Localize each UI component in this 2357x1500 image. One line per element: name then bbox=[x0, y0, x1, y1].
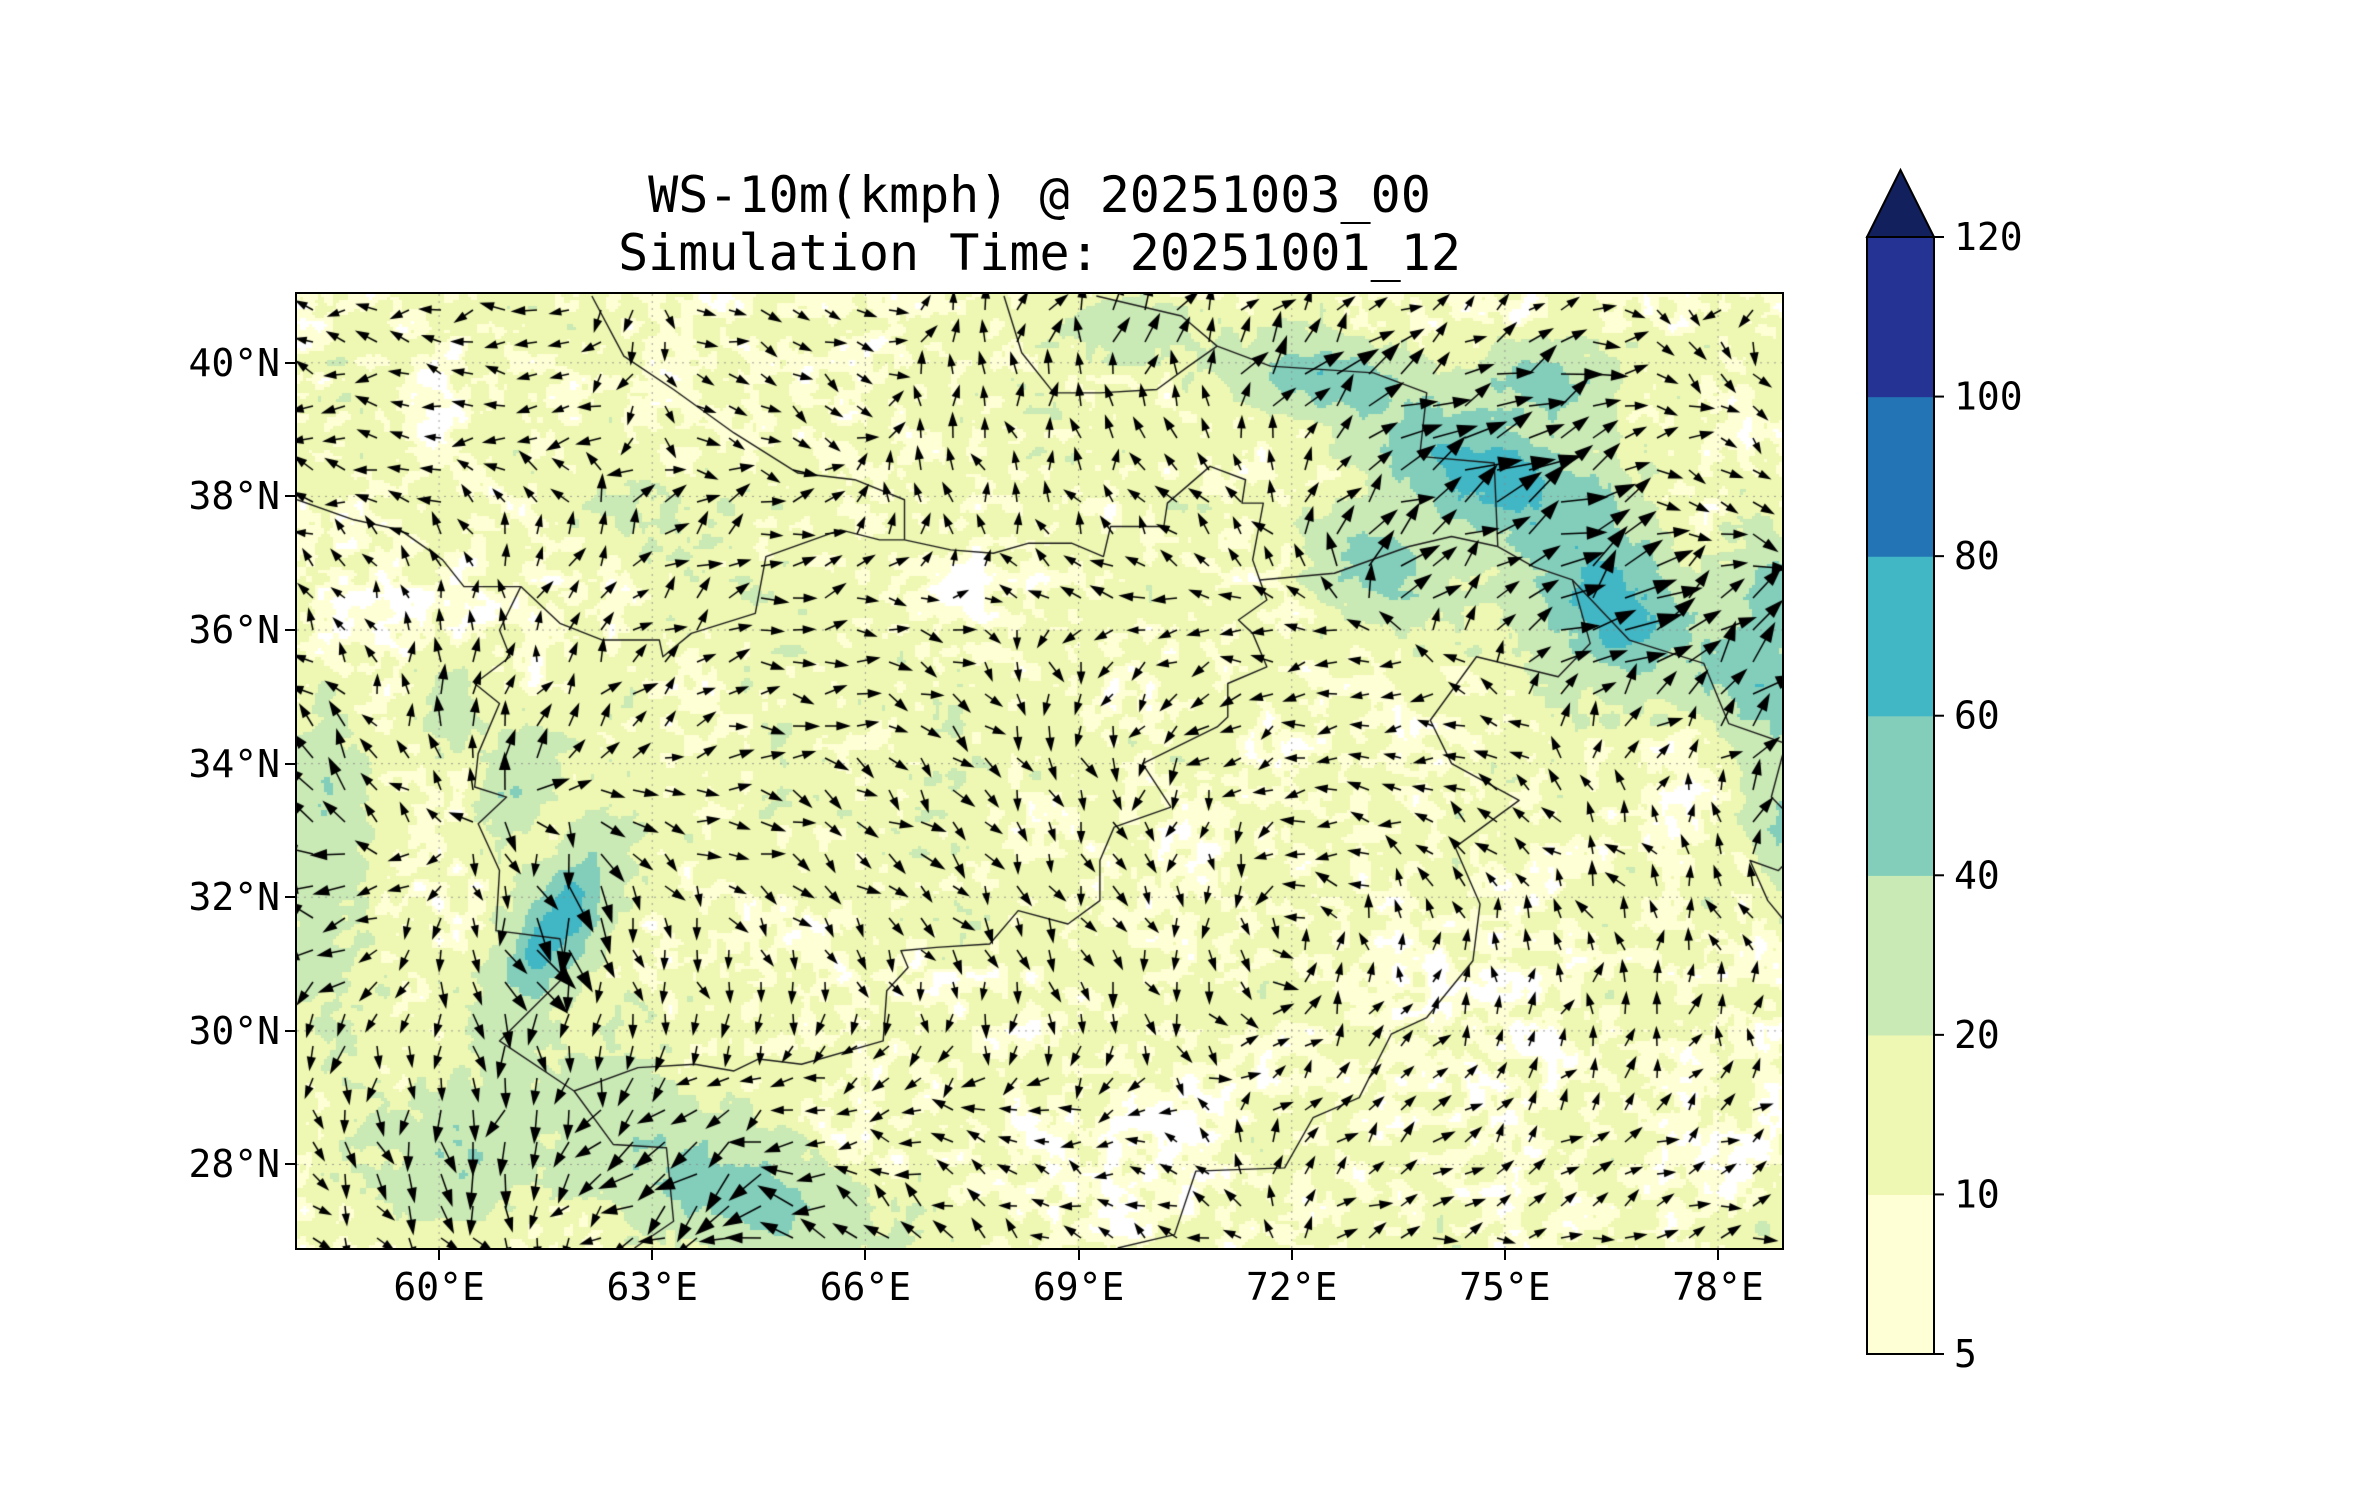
colorbar-outline bbox=[1866, 236, 1935, 1355]
colorbar-segment bbox=[1867, 875, 1934, 1036]
y-tick-mark bbox=[285, 495, 295, 498]
x-tick-label: 69°E bbox=[1032, 1265, 1125, 1309]
x-tick-mark bbox=[1503, 1250, 1506, 1260]
map-canvas bbox=[297, 294, 1782, 1248]
colorbar-tick-label: 10 bbox=[1954, 1172, 2000, 1216]
y-tick-mark bbox=[285, 1029, 295, 1032]
colorbar: 5 10 20 40 60 80 100 120 bbox=[1865, 167, 2023, 1376]
colorbar-tick-label: 40 bbox=[1954, 853, 2000, 897]
colorbar-tick-label: 100 bbox=[1954, 375, 2023, 419]
chart-subtitle: Simulation Time: 20251001_12 bbox=[618, 224, 1461, 282]
x-tick-label: 72°E bbox=[1245, 1265, 1338, 1309]
y-tick-mark bbox=[285, 1163, 295, 1166]
colorbar-tick-label: 5 bbox=[1954, 1332, 1977, 1376]
y-tick-mark bbox=[285, 896, 295, 899]
y-tick-label: 30°N bbox=[188, 1008, 280, 1053]
colorbar-segment bbox=[1867, 237, 1934, 398]
y-tick-mark bbox=[285, 629, 295, 632]
colorbar-segment bbox=[1867, 1034, 1934, 1196]
y-tick-mark bbox=[285, 361, 295, 364]
colorbar-segment bbox=[1867, 1194, 1934, 1355]
x-tick-mark bbox=[1290, 1250, 1293, 1260]
colorbar-segment bbox=[1867, 396, 1934, 557]
x-tick-label: 78°E bbox=[1672, 1265, 1764, 1309]
x-tick-mark bbox=[864, 1250, 867, 1260]
y-tick-label: 38°N bbox=[188, 474, 280, 519]
map-plot-area bbox=[295, 292, 1784, 1250]
y-tick-mark bbox=[285, 762, 295, 765]
x-tick-label: 60°E bbox=[393, 1265, 485, 1309]
colorbar-tick-label: 20 bbox=[1954, 1013, 2000, 1057]
colorbar-extend-arrow bbox=[1865, 167, 1936, 238]
colorbar-tick-label: 120 bbox=[1954, 215, 2023, 259]
x-tick-label: 66°E bbox=[819, 1265, 912, 1309]
x-tick-mark bbox=[1717, 1250, 1720, 1260]
y-tick-label: 28°N bbox=[188, 1142, 280, 1187]
y-tick-label: 36°N bbox=[188, 608, 280, 653]
colorbar-tick-label: 60 bbox=[1954, 694, 2000, 738]
colorbar-segment bbox=[1867, 715, 1934, 876]
x-tick-label: 63°E bbox=[606, 1265, 698, 1309]
colorbar-segment bbox=[1867, 556, 1934, 717]
colorbar-tick-label: 80 bbox=[1954, 534, 2000, 578]
x-tick-mark bbox=[438, 1250, 441, 1260]
chart-title: WS-10m(kmph) @ 20251003_00 bbox=[648, 166, 1431, 224]
x-tick-mark bbox=[651, 1250, 654, 1260]
x-tick-label: 75°E bbox=[1459, 1265, 1551, 1309]
y-tick-label: 32°N bbox=[188, 875, 280, 920]
x-tick-mark bbox=[1077, 1250, 1080, 1260]
y-tick-label: 40°N bbox=[188, 340, 280, 385]
y-tick-label: 34°N bbox=[188, 741, 280, 786]
